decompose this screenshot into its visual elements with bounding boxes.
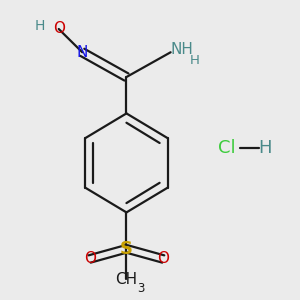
Text: 3: 3	[138, 282, 145, 295]
Text: H: H	[35, 19, 46, 33]
Text: H: H	[190, 54, 200, 67]
Text: O: O	[53, 22, 65, 37]
Text: NH: NH	[171, 42, 194, 57]
Text: H: H	[258, 140, 272, 158]
Text: O: O	[84, 251, 96, 266]
Text: O: O	[157, 251, 169, 266]
Text: S: S	[120, 240, 133, 258]
Text: N: N	[76, 45, 88, 60]
Text: CH: CH	[116, 272, 137, 287]
Text: Cl: Cl	[218, 140, 236, 158]
